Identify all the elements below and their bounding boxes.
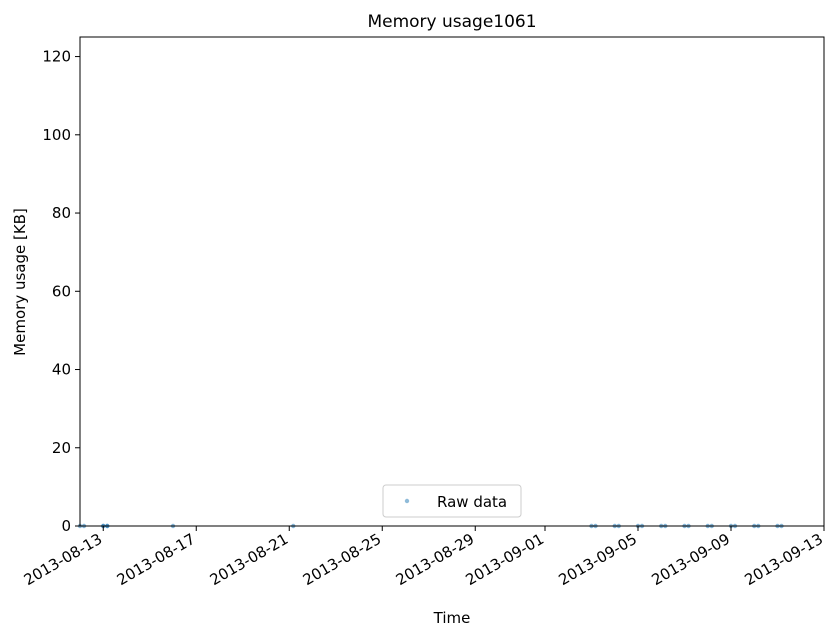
legend-marker: [404, 498, 410, 504]
y-tick-label: 20: [52, 439, 71, 457]
y-tick-label: 100: [42, 126, 71, 144]
y-axis: 0 20 40 60 80 100 120: [42, 48, 80, 535]
y-tick-label: 120: [42, 48, 71, 66]
plot-frame: [79, 36, 825, 527]
y-tick-label: 80: [52, 204, 71, 222]
y-axis-label: Memory usage [KB]: [11, 208, 29, 356]
legend-entry-raw-data: Raw data: [437, 493, 507, 511]
y-tick-label: 0: [61, 517, 71, 535]
data-points: [77, 523, 784, 529]
x-axis-label: Time: [433, 609, 471, 627]
y-tick-label: 60: [52, 282, 71, 300]
legend: Raw data: [382, 484, 522, 518]
legend-box: [382, 484, 522, 518]
chart-title: Memory usage1061: [367, 12, 536, 32]
y-tick-label: 40: [52, 361, 71, 379]
